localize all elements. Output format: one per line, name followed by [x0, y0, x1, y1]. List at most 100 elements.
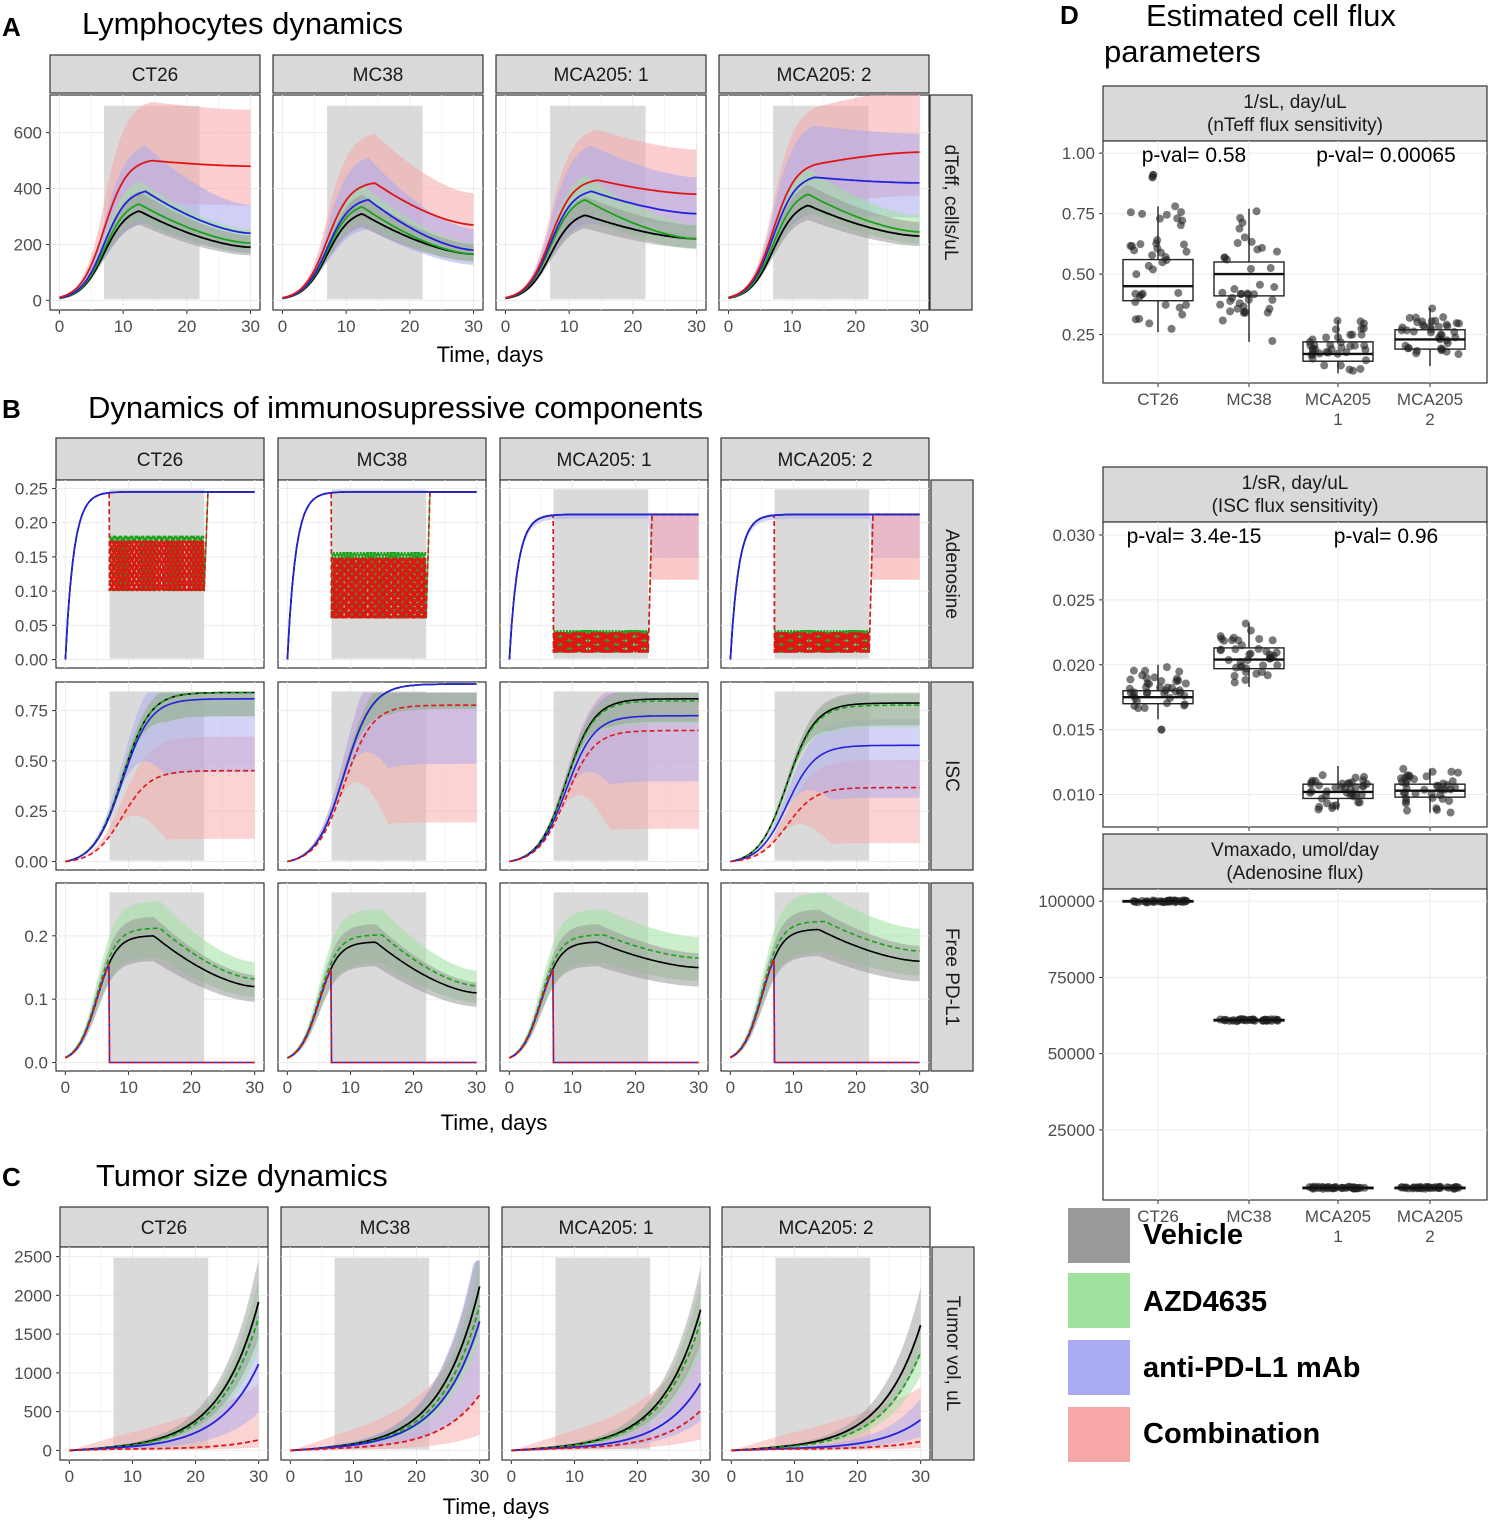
b-isc-2-content	[500, 682, 708, 870]
b-isc-band-vehicle	[65, 692, 255, 862]
d-5-cat2-point	[1350, 341, 1359, 350]
d-box-6-pval-right: p-val= 0.96	[1334, 525, 1439, 548]
d-6-cat2-point	[1360, 772, 1369, 781]
d-5-cat3-point	[1443, 339, 1452, 348]
a-1-strip	[272, 54, 484, 94]
a-panel-0: 0 200 400 600 0 10 20 30	[14, 94, 261, 336]
b-pdl1-1-xtick-label: 10	[341, 1078, 360, 1097]
panel-d-title-line1: Estimated cell flux	[1146, 0, 1396, 33]
d-5-cat3-point	[1437, 346, 1446, 355]
d-5-cat0-point	[1148, 251, 1157, 260]
c-panel-1-xtick-label: 20	[407, 1467, 426, 1486]
d-5-cat2-point	[1320, 361, 1329, 370]
d-6-cat0-point	[1145, 679, 1154, 688]
d-5-cat2-point	[1348, 330, 1357, 339]
b-isc-band-pdl1	[65, 692, 255, 862]
a-panel-0-ytick-label: 400	[14, 180, 42, 199]
a-line-azd	[728, 193, 920, 299]
b-pdl1-band-vehicle	[287, 924, 477, 1059]
a-panel-0-ytick-label: 600	[14, 124, 42, 143]
c-1-strip-label: MC38	[360, 1218, 411, 1239]
legend: Vehicle AZD4635 anti-PD-L1 mAb Combinati…	[1068, 1208, 1361, 1462]
c-panel-1-xtick-label: 10	[344, 1467, 363, 1486]
b-isc-0-ytick-label: 0.00	[15, 853, 48, 872]
c-line-vehicle	[731, 1324, 922, 1452]
d-5-cat3-point	[1439, 313, 1448, 322]
a-panel-0-xtick-label: 20	[177, 317, 196, 336]
d-box-6-ytick-label: 0.025	[1052, 591, 1095, 610]
a-2-strip-label: MCA205: 1	[553, 65, 648, 86]
d-6-cat3-point	[1446, 808, 1455, 817]
c-panel-2-xtick-label: 20	[628, 1467, 647, 1486]
b-isc-band-vehicle	[730, 692, 920, 862]
a-panel-3-xtick-label: 0	[724, 317, 733, 336]
d-5-cat2-label-line1: MCA205	[1305, 390, 1371, 409]
b-pdl1-3: 0 10 20 30	[720, 882, 930, 1097]
b-adenosine-2-content	[500, 480, 708, 668]
c-line-azd	[731, 1351, 922, 1452]
d-5-cat1-point	[1226, 297, 1235, 306]
b-isc-line-pdl1	[509, 714, 699, 863]
d-6-cat1-point	[1268, 636, 1277, 645]
d-5-cat1-point	[1218, 288, 1227, 297]
d-6-cat0-point	[1157, 677, 1166, 686]
c-line-combo	[290, 1394, 481, 1452]
b-pdl1-0-xtick-label: 0	[61, 1078, 70, 1097]
d-6-cat0-point	[1142, 689, 1151, 698]
d-6-cat1-point	[1246, 649, 1255, 658]
c-panel-0-ytick-label: 2000	[14, 1286, 52, 1305]
b-adenosine-rowstrip-label: Adenosine	[941, 529, 962, 619]
c-panel-0-xtick-label: 20	[186, 1467, 205, 1486]
a-panel-1-xtick-label: 20	[400, 317, 419, 336]
d-5-cat1-point	[1216, 300, 1225, 309]
c-panel-0-xtick-label: 0	[65, 1467, 74, 1486]
legend-swatch-combo	[1068, 1407, 1130, 1462]
c-3-strip	[721, 1206, 931, 1248]
d-5-cat0-point	[1131, 289, 1140, 298]
a-panel-3: 0 10 20 30	[718, 94, 930, 336]
d-5-cat1-point	[1255, 280, 1264, 289]
d-5-cat1-point	[1233, 304, 1242, 313]
b-1-strip-label: MC38	[357, 450, 408, 471]
d-5-cat0-point	[1131, 298, 1140, 307]
b-pdl1-0-content	[56, 883, 264, 1071]
b-adenosine-0-ytick-label: 0.10	[15, 582, 48, 601]
b-isc-line-combo	[509, 729, 699, 863]
d-5-cat0-point	[1155, 214, 1164, 223]
b-adenosine-0-ytick-label: 0.00	[15, 651, 48, 670]
d-5-cat2-point	[1357, 330, 1366, 339]
d-5-cat0-point	[1178, 216, 1187, 225]
b-pdl1-1-xtick-label: 30	[467, 1078, 486, 1097]
b-isc-band-vehicle	[509, 692, 699, 862]
b-isc-0: 0.00 0.25 0.50 0.75	[15, 681, 265, 872]
d-5-cat1-point	[1268, 337, 1277, 346]
b-isc-line-vehicle	[730, 702, 920, 863]
d-box-6-strip-line2: (ISC flux sensitivity)	[1212, 496, 1379, 517]
b-1-strip	[277, 437, 487, 481]
d-6-cat0-outlier	[1157, 725, 1166, 734]
legend-label-azd: AZD4635	[1143, 1286, 1267, 1318]
c-band-vehicle	[511, 1267, 701, 1451]
d-5-cat0-point	[1136, 240, 1145, 249]
d-5-cat1-point	[1272, 247, 1281, 256]
b-pdl1-0-xtick-label: 20	[182, 1078, 201, 1097]
b-adenosine-1-content	[278, 480, 486, 668]
b-pdl1-line-combo	[509, 968, 699, 1064]
d-5-cat0-point	[1138, 209, 1147, 218]
d-6-cat1-point	[1230, 671, 1239, 680]
d-5-cat3-point	[1409, 327, 1418, 336]
b-0-strip-label: CT26	[137, 450, 183, 471]
b-isc-2	[499, 681, 709, 871]
c-line-azd	[69, 1317, 260, 1452]
c-band-vehicle	[290, 1260, 480, 1451]
b-isc-line-combo	[65, 769, 255, 863]
c-line-pdl1	[69, 1363, 260, 1452]
a-0-strip-label: CT26	[132, 65, 178, 86]
d-5-cat2-label-line2: 1	[1333, 410, 1342, 429]
a-line-vehicle	[505, 214, 697, 300]
b-pdl1-line-azd	[729, 920, 920, 1058]
c-band-vehicle	[731, 1287, 921, 1451]
d-5-cat0-point	[1153, 236, 1162, 245]
legend-swatch-vehicle	[1068, 1208, 1130, 1263]
b-pdl1-rowstrip	[930, 882, 974, 1072]
